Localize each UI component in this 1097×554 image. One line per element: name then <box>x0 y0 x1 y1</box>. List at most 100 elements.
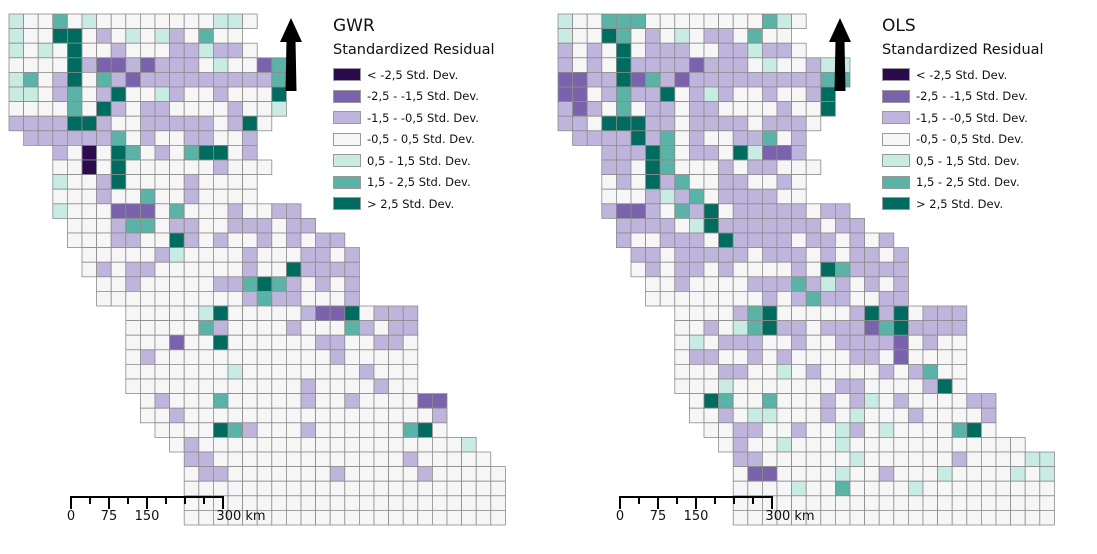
grid-cell <box>776 276 793 292</box>
legend-rows: < -2,5 Std. Dev. -2,5 - -1,5 Std. Dev. -1,… <box>333 64 495 215</box>
grid-cell <box>732 363 749 380</box>
grid-cell <box>37 57 54 73</box>
grid-cell <box>139 13 156 30</box>
grid-cell <box>373 422 390 438</box>
grid-cell <box>849 422 866 438</box>
grid-cell <box>154 349 171 365</box>
grid-cell <box>601 101 617 117</box>
grid-cell <box>300 247 317 263</box>
grid-cell <box>125 320 141 336</box>
grid-cell <box>37 115 54 132</box>
grid-cell <box>761 334 778 351</box>
grid-cell <box>358 320 375 336</box>
grid-cell <box>67 232 83 249</box>
grid-cell <box>431 480 448 497</box>
grid-cell <box>402 320 419 336</box>
grid-cell <box>198 232 214 249</box>
grid-cell <box>139 349 156 365</box>
grid-cell <box>315 261 331 278</box>
grid-cell <box>227 393 244 409</box>
grid-cell <box>703 28 720 44</box>
grid-cell <box>820 320 836 336</box>
grid-cell <box>980 407 997 424</box>
grid-cell <box>703 174 720 190</box>
grid-cell <box>52 144 68 161</box>
grid-cell <box>630 203 647 219</box>
grid-cell <box>688 290 705 307</box>
grid-cell <box>834 247 851 263</box>
grid-cell <box>169 232 185 249</box>
grid-cell <box>893 247 909 263</box>
grid-cell <box>937 320 953 336</box>
grid-cell <box>688 101 705 117</box>
grid-cell <box>227 174 244 190</box>
grid-cell <box>630 42 647 59</box>
grid-cell <box>1010 436 1026 453</box>
grid-cell <box>242 159 258 176</box>
grid-cell <box>630 101 647 117</box>
grid-cell <box>732 144 749 161</box>
grid-cell <box>169 203 185 219</box>
grid-cell <box>820 261 836 278</box>
grid-cell <box>125 130 141 146</box>
grid-cell <box>674 334 690 351</box>
grid-cell <box>791 144 807 161</box>
grid-cell <box>718 247 734 263</box>
grid-cell <box>834 217 851 234</box>
grid-cell <box>703 72 720 88</box>
grid-cell <box>154 144 171 161</box>
grid-cell <box>81 42 98 59</box>
grid-cell <box>417 495 433 511</box>
grid-cell <box>601 13 617 30</box>
grid-cell <box>198 217 214 234</box>
grid-cell <box>242 407 258 424</box>
grid-cell <box>154 115 171 132</box>
grid-cell <box>703 378 720 395</box>
grid-cell <box>271 349 287 365</box>
grid-cell <box>893 378 909 395</box>
scale-bar-graphic <box>619 496 773 509</box>
grid-cell <box>242 261 258 278</box>
grid-cell <box>820 217 836 234</box>
grid-cell <box>776 407 793 424</box>
grid-cell <box>242 13 258 30</box>
grid-cell <box>271 101 287 117</box>
grid-cell <box>1039 509 1055 526</box>
grid-cell <box>864 320 880 336</box>
grid-cell <box>212 232 229 249</box>
grid-cell <box>791 466 807 482</box>
grid-cell <box>893 436 909 453</box>
grid-cell <box>8 13 25 30</box>
grid-cell <box>937 466 953 482</box>
grid-cell <box>154 363 171 380</box>
grid-cell <box>659 261 676 278</box>
grid-cell <box>198 349 214 365</box>
grid-cell <box>864 363 880 380</box>
grid-cell <box>688 247 705 263</box>
grid-cell <box>23 72 39 88</box>
grid-cell <box>718 188 734 205</box>
grid-cell <box>732 86 749 103</box>
grid-cell <box>937 495 953 511</box>
grid-cell <box>688 378 705 395</box>
grid-cell <box>718 159 734 176</box>
grid-cell <box>388 305 404 322</box>
grid-cell <box>1039 451 1055 468</box>
grid-cell <box>96 232 112 249</box>
grid-cell <box>139 174 156 190</box>
grid-cell <box>285 495 302 511</box>
grid-cell <box>96 217 112 234</box>
grid-cell <box>659 203 676 219</box>
grid-cell <box>212 378 229 395</box>
grid-cell <box>805 276 822 292</box>
grid-cell <box>703 188 720 205</box>
grid-cell <box>747 232 763 249</box>
grid-cell <box>849 320 866 336</box>
grid-cell <box>718 28 734 44</box>
grid-cell <box>256 407 273 424</box>
grid-cell <box>776 290 793 307</box>
grid-cell <box>271 276 287 292</box>
grid-cell <box>645 57 661 73</box>
grid-cell <box>659 276 676 292</box>
grid-cell <box>358 305 375 322</box>
